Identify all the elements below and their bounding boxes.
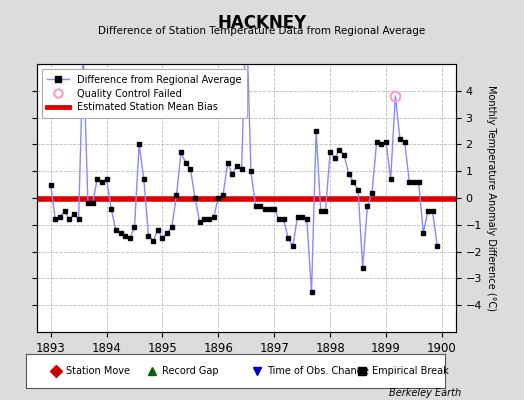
Text: Record Gap: Record Gap [162,366,219,376]
Text: Empirical Break: Empirical Break [372,366,449,376]
Text: Berkeley Earth: Berkeley Earth [389,388,461,398]
Text: Time of Obs. Change: Time of Obs. Change [267,366,369,376]
Legend: Difference from Regional Average, Quality Control Failed, Estimated Station Mean: Difference from Regional Average, Qualit… [41,69,247,118]
Text: Station Move: Station Move [66,366,130,376]
Text: Difference of Station Temperature Data from Regional Average: Difference of Station Temperature Data f… [99,26,425,36]
Text: HACKNEY: HACKNEY [217,14,307,32]
Y-axis label: Monthly Temperature Anomaly Difference (°C): Monthly Temperature Anomaly Difference (… [486,85,496,311]
